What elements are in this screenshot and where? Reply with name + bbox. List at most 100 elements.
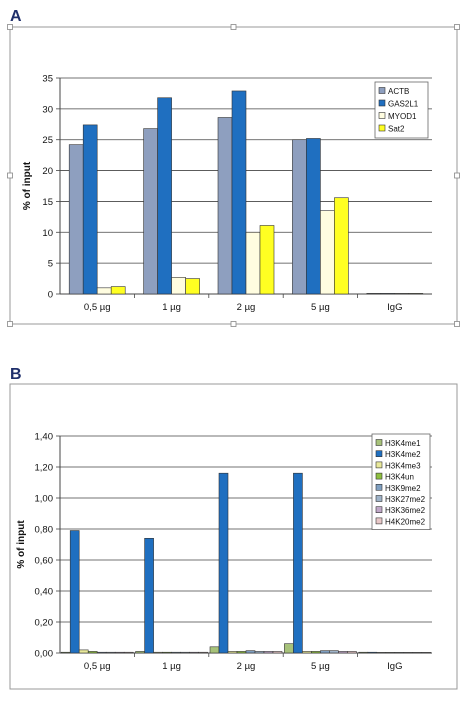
resize-handle [7,172,13,179]
bar [358,651,369,654]
x-tick-label: 1 µg [162,302,181,313]
bar [96,651,107,654]
bar [153,651,163,654]
bar [218,472,229,654]
bar [157,97,172,295]
x-tick-label: IgG [387,661,402,672]
resize-handle [454,24,460,30]
bar [254,651,265,654]
legend-label: Sat2 [388,125,405,134]
bar [334,197,349,295]
x-tick-label: 2 µg [237,661,256,672]
x-tick-label: 5 µg [311,661,330,672]
y-tick-label: 35 [42,74,53,85]
bar [320,210,335,295]
legend-label: GAS2L1 [388,100,419,109]
y-tick-label: 0,80 [35,525,54,536]
legend-label: ACTB [388,87,409,96]
legend-swatch [375,450,383,458]
y-axis-label: % of input [22,161,33,210]
legend-swatch [375,472,383,480]
bar [69,530,80,654]
bar [180,651,190,654]
y-tick-label: 0,40 [35,587,54,598]
legend-swatch [375,495,383,502]
legend-swatch [375,506,383,514]
legend-swatch [378,124,386,132]
y-tick-label: 0 [48,290,53,301]
resize-handle [7,24,13,30]
legend-swatch [375,439,383,446]
bar [236,651,247,654]
chart-b: 0,00 0,20 0,40 0,60 0,80 1,00 1,20 1,40 % of inp… [9,383,458,690]
resize-handle [230,24,237,30]
legend-swatch [378,99,386,107]
bar [394,293,410,295]
y-tick-label: 20 [42,166,53,177]
bar [302,651,312,654]
bar [329,650,339,654]
legend-swatch [378,112,386,119]
x-tick-label: 2 µg [237,302,256,313]
bar [380,293,396,295]
bar [245,231,261,295]
bar [293,472,303,654]
bar [96,287,112,295]
bar [171,277,186,295]
bar [209,646,220,654]
bar [259,225,275,295]
bar [367,651,378,654]
panel-a-letter: A [10,8,22,25]
y-axis-label: % of input [16,520,27,569]
bar [123,651,134,654]
bar [227,651,238,654]
bar [87,651,98,654]
y-tick-label: 0,20 [35,618,54,629]
x-tick-label: IgG [387,302,402,313]
legend-label: H3K4me3 [385,461,421,470]
chart-a: 0 5 10 15 20 25 30 35 % of input 0,5 µg 1 µg 2 µg 5 … [7,24,460,327]
y-tick-label: 10 [42,228,53,239]
y-tick-label: 5 [48,259,53,270]
bar [408,293,424,295]
y-tick-label: 0,60 [35,556,54,567]
bar [162,651,172,654]
bar [245,650,256,654]
legend-label: H3K27me2 [385,495,426,504]
bar [320,650,330,654]
y-tick-label: 30 [42,104,53,115]
panel-b-letter: B [10,366,22,383]
legend-label: H3K36me2 [385,506,426,515]
resize-handle [230,321,237,327]
legend-label: MYOD1 [388,112,417,121]
bar [198,651,208,654]
legend-label: H3K4un [385,473,414,482]
legend-label: H3K4me2 [385,450,421,459]
bar [110,286,126,295]
bar [403,652,414,654]
bar [82,124,98,295]
legend-box [371,433,431,530]
x-tick-label: 5 µg [311,302,330,313]
bar [385,652,396,654]
x-tick-label: 1 µg [162,661,181,672]
bar [231,90,247,295]
bar [114,651,125,654]
bar [263,651,274,654]
legend-swatch [375,461,383,469]
y-tick-label: 1,00 [35,494,54,505]
y-tick-label: 25 [42,135,53,146]
legend-swatch [378,87,386,94]
bar [272,651,283,654]
bar [284,643,294,654]
bar [217,117,233,295]
bar [189,651,199,654]
bar [366,293,382,295]
x-tick-label: 0,5 µg [84,661,111,672]
y-tick-label: 0,00 [35,649,54,660]
resize-handle [454,321,460,327]
legend-swatch [375,483,383,491]
bar [306,138,321,295]
bar [68,144,84,295]
